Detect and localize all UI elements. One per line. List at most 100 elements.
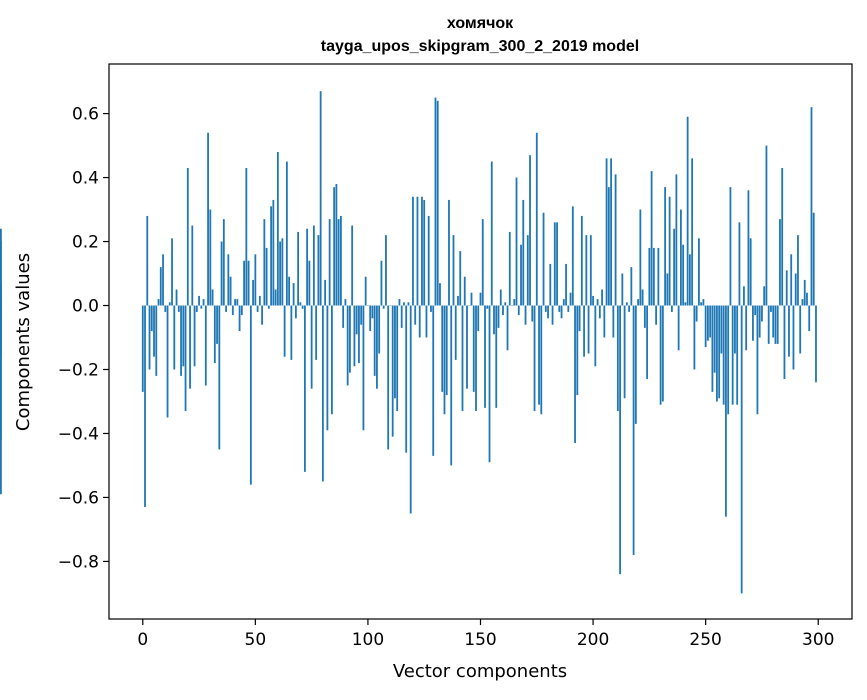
bar — [718, 306, 720, 399]
bar — [455, 306, 457, 360]
bar — [376, 306, 378, 389]
bar — [473, 306, 475, 392]
bar — [151, 306, 153, 332]
bar — [171, 238, 173, 305]
bar — [281, 238, 283, 305]
chart-title: хомячок — [447, 15, 514, 32]
bar — [489, 306, 491, 463]
bar — [347, 306, 349, 386]
bar — [306, 229, 308, 306]
bar — [606, 158, 608, 305]
bar — [561, 306, 563, 319]
bar — [308, 261, 310, 306]
bar — [480, 293, 482, 306]
bar — [793, 306, 795, 370]
x-tick-label: 150 — [464, 630, 496, 650]
bar — [642, 290, 644, 306]
bar — [317, 235, 319, 305]
bar — [167, 306, 169, 418]
bar — [743, 286, 745, 305]
bar — [387, 306, 389, 450]
bar — [196, 306, 198, 312]
bar — [531, 306, 533, 322]
bar — [315, 306, 317, 360]
bar — [815, 306, 817, 383]
bar — [286, 162, 288, 306]
bar — [153, 306, 155, 357]
bar — [799, 306, 801, 354]
bar — [786, 270, 788, 305]
bar — [775, 306, 777, 344]
bar — [556, 222, 558, 305]
bar — [176, 290, 178, 306]
bar — [322, 306, 324, 482]
bar — [338, 219, 340, 305]
bar — [714, 306, 716, 373]
bar — [635, 306, 637, 424]
bar — [588, 306, 590, 354]
bar — [270, 206, 272, 305]
bar — [619, 306, 621, 575]
bar — [646, 306, 648, 380]
bar — [750, 238, 752, 305]
bar — [408, 302, 410, 305]
bar — [417, 197, 419, 306]
bar — [158, 299, 160, 305]
bar — [234, 299, 236, 305]
bar — [385, 235, 387, 305]
bar — [180, 306, 182, 376]
bar — [797, 235, 799, 305]
bar — [664, 187, 666, 305]
bar — [653, 248, 655, 306]
x-tick-label: 200 — [577, 630, 609, 650]
bar — [421, 197, 423, 306]
bar — [448, 200, 450, 306]
bar — [705, 306, 707, 348]
bar — [734, 306, 736, 354]
bar — [430, 306, 432, 312]
bar — [813, 213, 815, 306]
bar — [538, 306, 540, 405]
bar — [603, 306, 605, 338]
bar — [320, 91, 322, 305]
bar — [700, 302, 702, 305]
bar — [396, 306, 398, 412]
bar — [527, 235, 529, 305]
bar — [558, 306, 560, 312]
bar — [684, 302, 686, 305]
bar — [419, 306, 421, 338]
bar — [763, 286, 765, 305]
y-tick-label: −0.8 — [58, 552, 99, 572]
bar — [462, 306, 464, 412]
bar — [329, 219, 331, 305]
bar — [689, 254, 691, 305]
bar — [248, 261, 250, 306]
bar — [779, 219, 781, 305]
bar — [198, 296, 200, 306]
bar — [378, 306, 380, 354]
bar — [313, 226, 315, 306]
bar — [221, 242, 223, 306]
bar — [552, 306, 554, 325]
bar — [594, 306, 596, 367]
x-axis-label: Vector components — [393, 661, 567, 682]
bar — [428, 216, 430, 306]
bar — [268, 306, 270, 309]
bar — [182, 306, 184, 367]
bar — [770, 306, 772, 312]
bar — [543, 213, 545, 306]
bar — [279, 242, 281, 306]
bar — [263, 219, 265, 305]
bar — [597, 299, 599, 305]
bar — [639, 210, 641, 306]
bar — [372, 306, 374, 319]
bar — [761, 306, 763, 322]
bar — [216, 306, 218, 344]
bar — [257, 306, 259, 312]
bar — [342, 306, 344, 328]
y-tick-label: −0.6 — [58, 488, 99, 508]
bar — [682, 245, 684, 306]
bar — [439, 283, 441, 305]
bar — [365, 277, 367, 306]
